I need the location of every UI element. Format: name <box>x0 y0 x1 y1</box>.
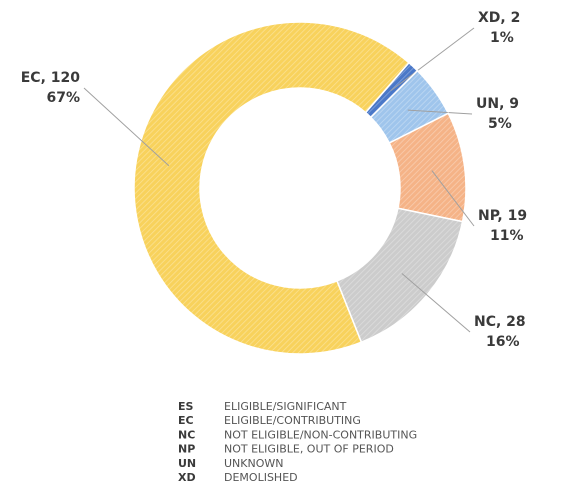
percent-label: 1% <box>490 30 514 46</box>
legend-code: NC <box>178 428 195 441</box>
legend-code: EC <box>178 414 194 427</box>
percent-label: 16% <box>486 334 520 350</box>
data-label: NP, 19 <box>478 208 527 224</box>
data-label: XD, 2 <box>478 10 520 26</box>
data-label: EC, 120 <box>21 70 81 86</box>
legend-code: XD <box>178 471 196 484</box>
donut-slice <box>335 207 464 344</box>
legend-code: ES <box>178 400 194 413</box>
data-label: UN, 9 <box>476 96 519 112</box>
legend-description: ELIGIBLE/SIGNIFICANT <box>224 400 347 413</box>
legend-code: NP <box>178 443 195 456</box>
percent-label: 67% <box>46 90 80 106</box>
legend-description: NOT ELIGIBLE/NON-CONTRIBUTING <box>224 428 417 441</box>
legend-description: UNKNOWN <box>224 457 284 470</box>
percent-label: 5% <box>488 116 512 132</box>
legend-description: ELIGIBLE/CONTRIBUTING <box>224 414 361 427</box>
leader-line <box>401 273 471 333</box>
percent-label: 11% <box>490 228 524 244</box>
legend-code: UN <box>178 457 196 470</box>
data-label: NC, 28 <box>474 314 526 330</box>
leader-line <box>431 170 475 227</box>
legend-description: NOT ELIGIBLE, OUT OF PERIOD <box>224 443 394 456</box>
legend-description: DEMOLISHED <box>224 471 298 484</box>
leader-line <box>83 87 170 167</box>
